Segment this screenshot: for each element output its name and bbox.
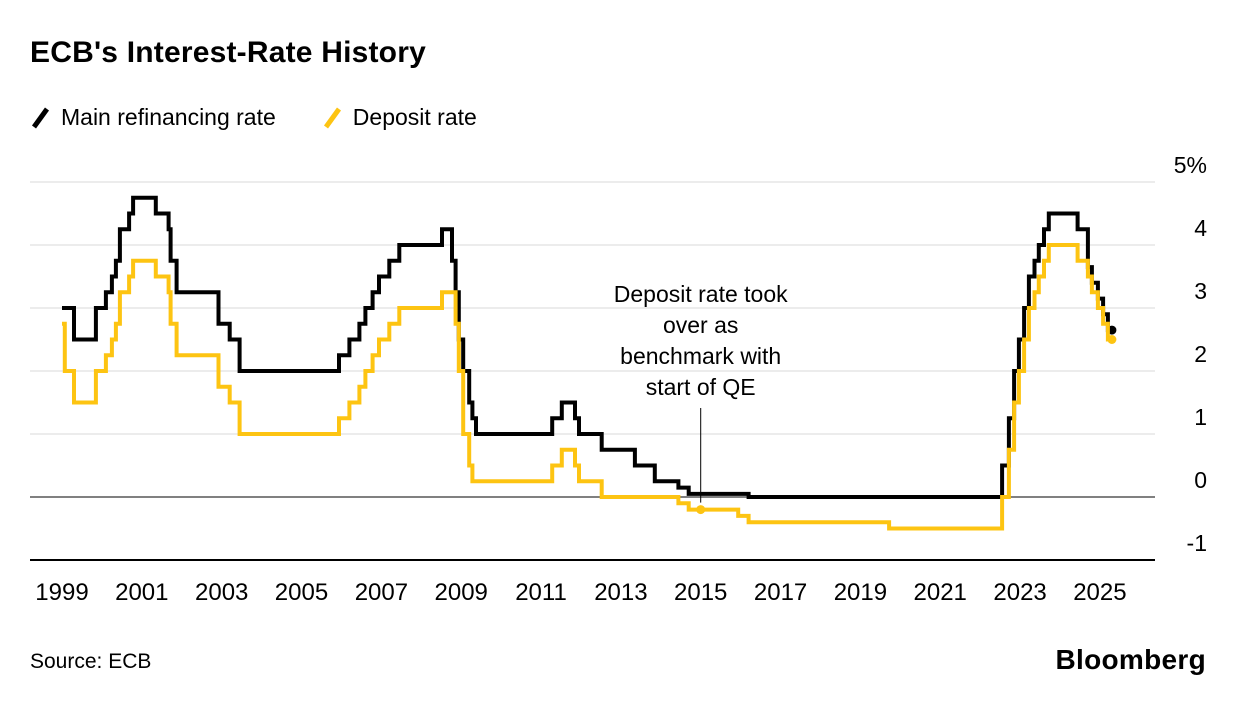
y-tick-label: 0 — [1194, 467, 1207, 493]
deposit-rate-line — [62, 243, 1112, 531]
annotation-text-line: over as — [663, 312, 738, 338]
x-tick-label: 2025 — [1073, 579, 1126, 606]
chart-title: ECB's Interest-Rate History — [30, 36, 426, 69]
annotation-text-line: Deposit rate took — [614, 281, 788, 307]
bloomberg-logo: Bloomberg — [1055, 644, 1206, 675]
legend: Main refinancing rate Deposit rate — [30, 104, 477, 131]
x-tick-label: 2005 — [275, 579, 328, 606]
x-tick-label: 2019 — [834, 579, 887, 606]
rate-chart: 5% 4 3 2 1 0 -1 1999 2001 2003 2005 2007 2009 2011 201… — [30, 152, 1207, 606]
x-tick-label: 2001 — [115, 579, 168, 606]
legend-label-main-refinancing-rate: Main refinancing rate — [61, 104, 276, 130]
x-tick-label: 2023 — [993, 579, 1046, 606]
x-tick-label: 2013 — [594, 579, 647, 606]
annotation-text-line: start of QE — [646, 374, 756, 400]
legend-item-main-refinancing-rate: Main refinancing rate — [30, 104, 276, 131]
x-tick-label: 2011 — [515, 579, 567, 606]
source-label: Source: ECB — [30, 650, 152, 673]
x-tick-label: 2003 — [195, 579, 248, 606]
x-tick-label: 2009 — [435, 579, 488, 606]
main-refinancing-rate-swatch-icon — [31, 107, 50, 128]
y-tick-label: -1 — [1187, 530, 1207, 556]
line-end-dot — [1107, 335, 1117, 344]
y-tick-label: 2 — [1194, 341, 1207, 367]
x-tick-label: 2007 — [355, 579, 408, 606]
legend-label-deposit-rate: Deposit rate — [352, 104, 477, 130]
y-tick-label: 5% — [1174, 152, 1207, 178]
y-tick-label: 1 — [1194, 404, 1207, 430]
annotation-marker-dot — [696, 505, 706, 515]
main-refinancing-rate-line — [62, 195, 1112, 499]
annotation-text-line: benchmark with — [620, 343, 781, 369]
legend-item-deposit-rate: Deposit rate — [322, 104, 477, 131]
x-tick-label: 2015 — [674, 579, 727, 606]
y-tick-label: 3 — [1194, 278, 1207, 304]
x-tick-label: 2017 — [754, 579, 807, 606]
x-tick-label: 2021 — [914, 579, 967, 606]
deposit-rate-swatch-icon — [323, 107, 341, 128]
x-tick-label: 1999 — [35, 579, 88, 606]
y-tick-label: 4 — [1194, 215, 1207, 241]
